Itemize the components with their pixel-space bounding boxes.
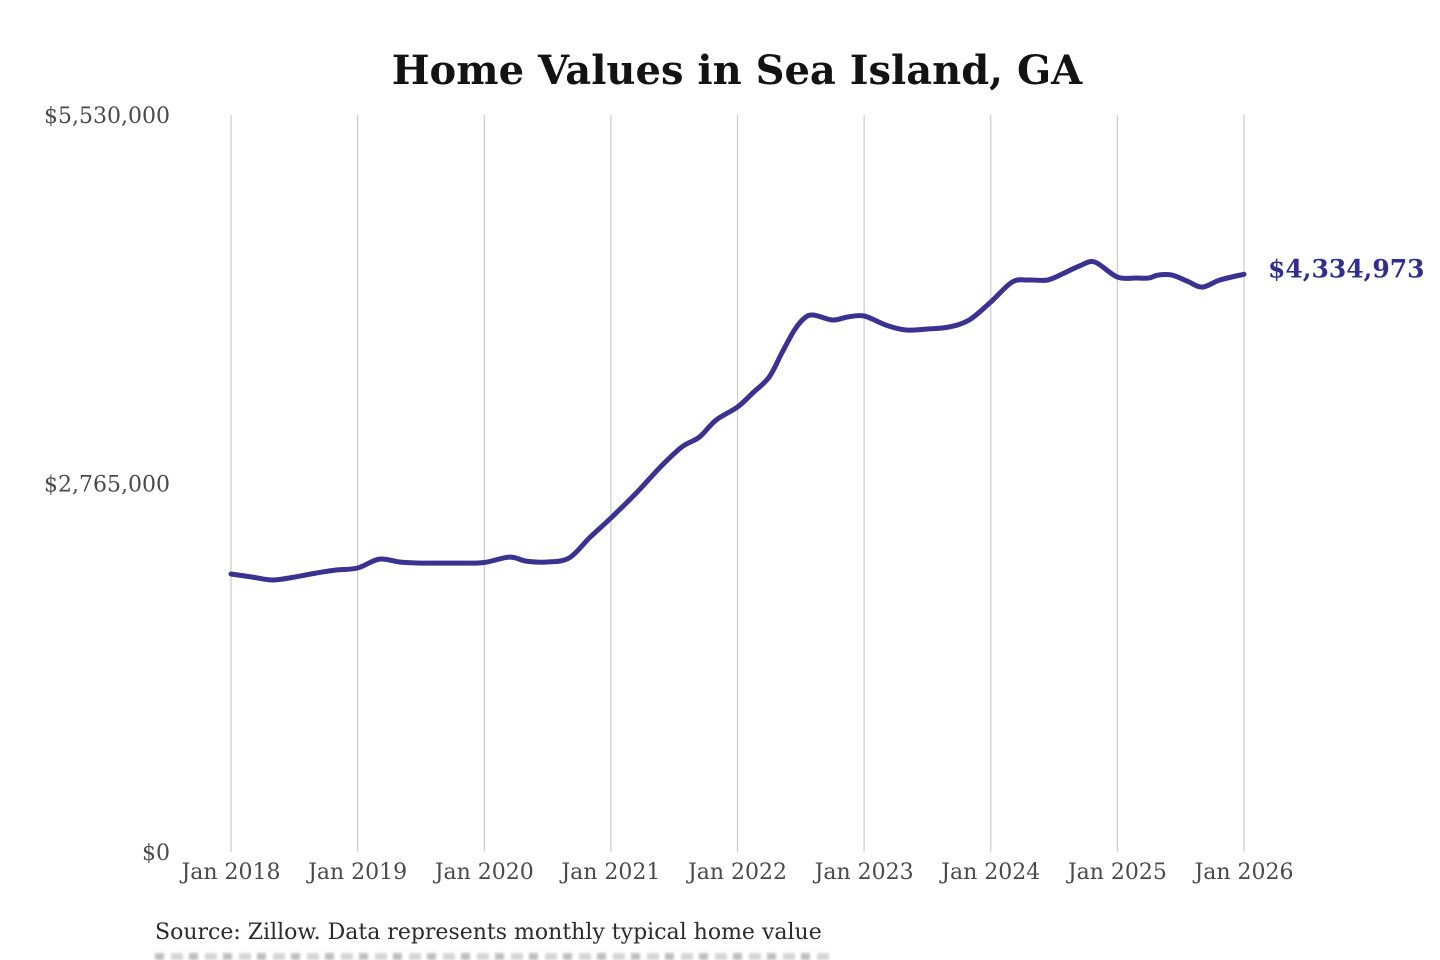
gridlines	[230, 115, 1245, 852]
x-tick-label: Jan 2020	[433, 860, 534, 885]
chart-title: Home Values in Sea Island, GA	[392, 47, 1083, 94]
x-tick-label: Jan 2025	[1066, 860, 1167, 885]
x-tick-label: Jan 2024	[939, 860, 1040, 885]
x-tick-label: Jan 2023	[813, 860, 914, 885]
x-tick-label: Jan 2026	[1192, 860, 1293, 885]
x-tick-label: Jan 2019	[306, 860, 407, 885]
cropped-text-artifact	[155, 953, 835, 960]
home-value-line-series	[228, 259, 1247, 583]
y-tick-label: $0	[142, 841, 170, 866]
x-axis-labels: Jan 2018 Jan 2019 Jan 2020 Jan 2021 Jan 2022…	[179, 860, 1293, 885]
source-note: Source: Zillow. Data represents monthly …	[155, 920, 822, 945]
x-tick-label: Jan 2018	[179, 860, 280, 885]
y-tick-label: $2,765,000	[44, 473, 170, 498]
x-tick-label: Jan 2022	[686, 860, 787, 885]
latest-value-label: $4,334,973	[1268, 254, 1425, 283]
y-axis-labels: $0 $2,765,000 $5,530,000	[44, 104, 170, 866]
x-tick-label: Jan 2021	[559, 860, 660, 885]
y-tick-label: $5,530,000	[44, 104, 170, 129]
